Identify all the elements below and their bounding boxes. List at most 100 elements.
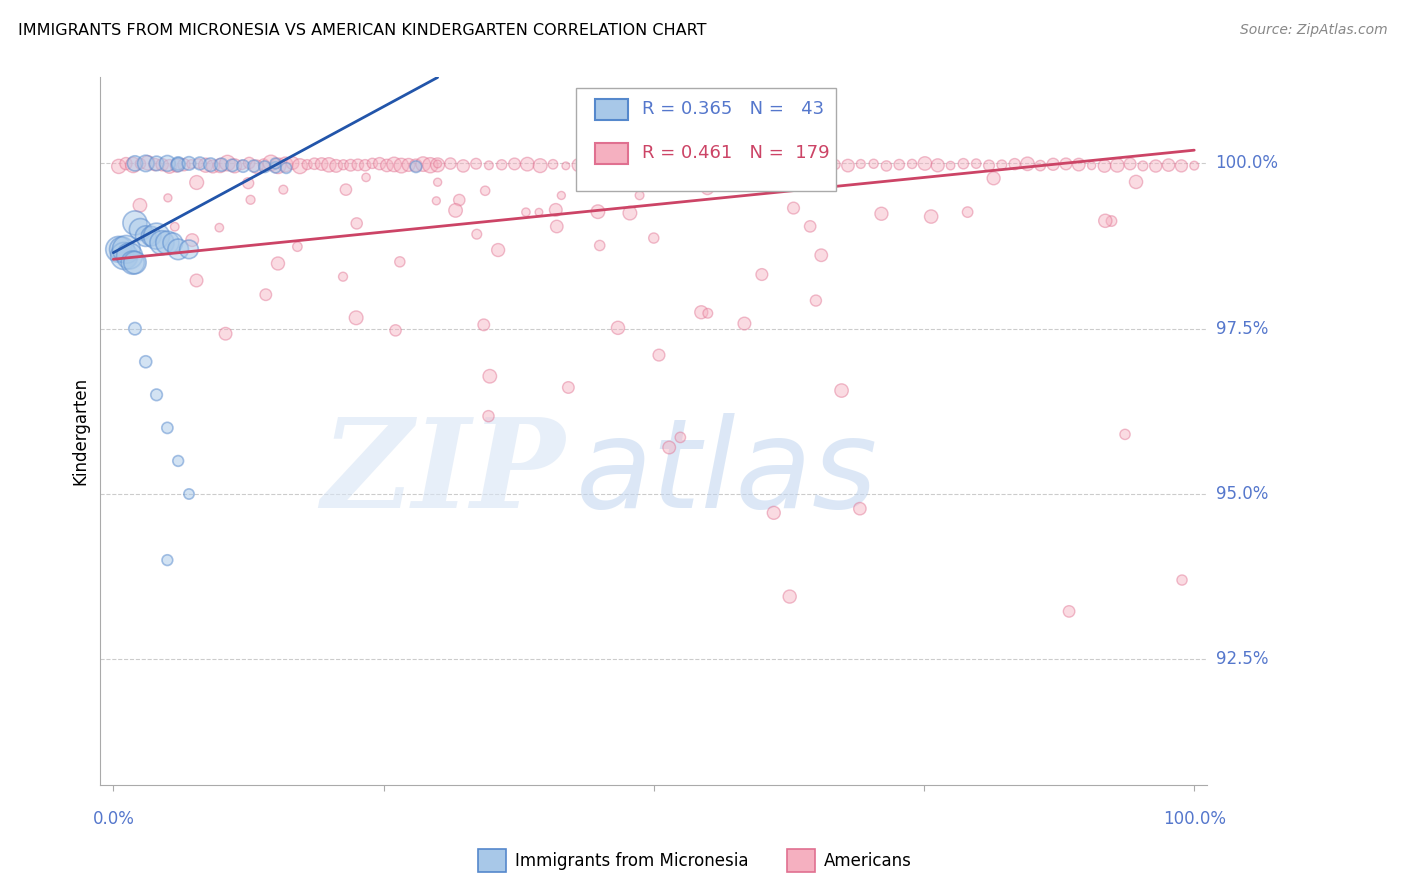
Text: 95.0%: 95.0% [1216,485,1268,503]
Y-axis label: Kindergarten: Kindergarten [72,377,89,485]
Text: R = 0.365   N =   43: R = 0.365 N = 43 [641,100,824,119]
Point [824,157,846,171]
Point [491,158,513,172]
Point [129,222,152,236]
Point [332,158,354,172]
Point [287,240,309,254]
Point [186,176,208,190]
Point [382,157,405,171]
Point [186,273,208,287]
Point [208,220,231,235]
Point [209,159,232,173]
Point [889,158,911,172]
Point [956,205,979,219]
Point [1029,159,1052,173]
Point [669,430,692,444]
Point [156,191,179,205]
Point [122,158,145,172]
Point [1157,158,1180,172]
Point [332,269,354,284]
Point [786,157,808,171]
Point [657,159,679,173]
Point [449,193,471,207]
Point [983,171,1005,186]
Point [135,355,157,369]
Point [439,156,461,170]
Point [1042,157,1064,171]
Point [696,159,718,173]
Point [965,156,987,170]
Point [1144,159,1167,173]
Point [849,501,872,516]
Text: 97.5%: 97.5% [1216,319,1268,338]
Point [1017,157,1039,171]
Point [870,207,893,221]
Point [516,157,538,171]
Point [156,421,179,435]
Point [118,249,141,263]
Point [111,243,134,257]
Point [232,159,254,173]
Point [115,243,138,257]
Point [368,156,391,170]
Point [177,487,200,501]
Text: Source: ZipAtlas.com: Source: ZipAtlas.com [1240,23,1388,37]
Point [121,255,143,269]
Point [167,158,190,172]
Point [425,194,447,208]
Point [451,159,474,173]
Point [782,201,804,215]
Point [683,158,706,172]
Point [145,156,167,170]
Point [264,156,287,170]
Point [472,318,495,332]
Point [804,293,827,308]
Point [772,158,794,172]
Point [245,160,267,174]
Point [1171,573,1194,587]
Point [253,160,276,174]
Point [112,249,135,263]
Point [325,159,347,173]
Point [135,229,157,244]
Text: 100.0%: 100.0% [1163,810,1226,828]
Point [486,243,509,257]
Point [465,157,488,171]
Point [344,310,367,325]
Point [914,156,936,170]
Point [810,248,832,262]
Point [875,159,897,173]
Text: 100.0%: 100.0% [1216,154,1278,172]
Point [180,157,202,171]
Point [267,159,290,173]
Point [607,321,630,335]
Point [375,158,398,172]
Point [721,157,744,171]
Point [1119,157,1142,171]
Point [696,181,718,195]
Point [150,158,173,172]
Point [405,158,427,172]
Point [141,229,163,244]
Point [658,441,681,455]
Point [115,156,138,170]
Point [568,158,591,172]
Point [939,159,962,173]
Point [474,184,496,198]
Point [1182,159,1205,173]
Point [747,156,769,170]
Point [281,156,304,170]
Point [544,202,567,217]
Point [478,158,501,172]
Point [388,255,411,269]
Point [862,157,884,171]
Point [361,156,384,170]
Point [419,158,441,172]
Point [977,159,1000,173]
Text: 92.5%: 92.5% [1216,650,1268,668]
Point [162,235,184,250]
Point [260,156,283,170]
Point [619,157,641,171]
Point [335,183,357,197]
Point [405,160,427,174]
